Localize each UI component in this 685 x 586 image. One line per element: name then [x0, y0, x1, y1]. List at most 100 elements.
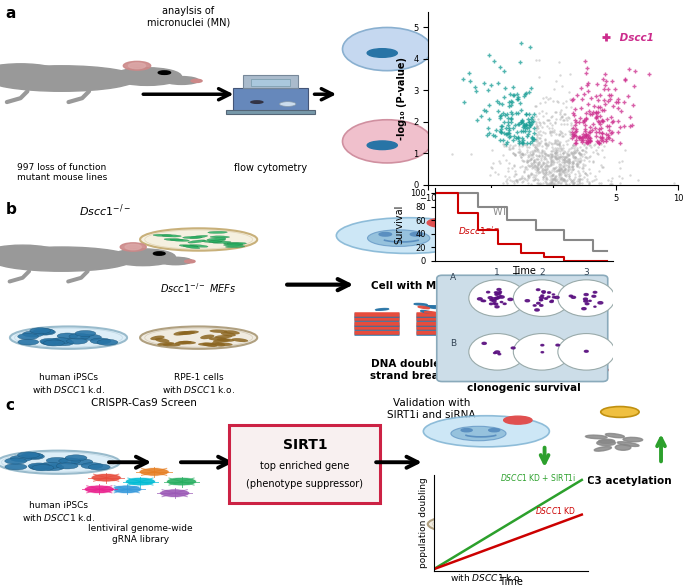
Point: [584, 156, 595, 165]
Point: [529, 157, 540, 166]
Point: [530, 134, 541, 144]
Point: [613, 116, 624, 125]
Text: A: A: [450, 273, 456, 282]
Point: [534, 179, 545, 188]
Point: [543, 140, 553, 149]
Circle shape: [601, 407, 639, 417]
Point: [553, 178, 564, 188]
Circle shape: [558, 333, 615, 370]
Point: [558, 165, 569, 175]
Point: [577, 137, 588, 146]
Point: [547, 172, 558, 181]
Point: [591, 108, 602, 118]
Ellipse shape: [173, 331, 188, 336]
Point: [558, 176, 569, 185]
Ellipse shape: [586, 435, 607, 439]
Point: [547, 96, 558, 105]
Point: [581, 169, 592, 179]
Point: [514, 138, 525, 147]
Circle shape: [513, 333, 571, 370]
Point: [554, 110, 565, 119]
Point: [546, 127, 557, 137]
Point: [532, 176, 543, 185]
Ellipse shape: [461, 517, 476, 522]
Point: [575, 156, 586, 166]
Point: [615, 163, 626, 173]
Point: [614, 138, 625, 148]
Point: [610, 98, 621, 107]
Ellipse shape: [14, 328, 123, 347]
Point: [547, 149, 558, 159]
Point: [532, 130, 543, 139]
Point: [533, 159, 544, 168]
Circle shape: [191, 79, 202, 83]
Point: [549, 125, 560, 135]
Ellipse shape: [113, 68, 182, 86]
Point: [531, 136, 542, 145]
Point: [563, 155, 574, 165]
Point: [548, 138, 559, 148]
Ellipse shape: [209, 239, 225, 243]
Ellipse shape: [497, 288, 501, 291]
Point: [499, 172, 510, 181]
Point: [540, 139, 551, 149]
Point: [562, 161, 573, 170]
Text: $\it{DSCC1}$ KD + SIRT1i: $\it{DSCC1}$ KD + SIRT1i: [500, 472, 576, 483]
Point: [531, 125, 542, 135]
Point: [517, 149, 528, 159]
Point: [533, 158, 544, 167]
Point: [543, 169, 553, 178]
Point: [568, 178, 579, 188]
Circle shape: [66, 338, 88, 344]
Point: [508, 144, 519, 153]
Point: [506, 108, 516, 117]
Point: [559, 164, 570, 173]
Point: [555, 127, 566, 136]
Point: [624, 112, 635, 121]
Point: [543, 167, 554, 176]
Point: [523, 152, 534, 161]
Point: [525, 171, 536, 180]
Point: [563, 126, 574, 135]
Point: [504, 141, 515, 150]
Point: [616, 173, 627, 183]
FancyBboxPatch shape: [229, 425, 380, 503]
Ellipse shape: [495, 292, 497, 293]
Point: [534, 120, 545, 130]
Point: [572, 145, 583, 155]
Ellipse shape: [0, 64, 62, 83]
Point: [591, 127, 602, 137]
Ellipse shape: [164, 239, 184, 241]
Point: [556, 175, 566, 184]
Point: [595, 123, 606, 132]
Point: [536, 154, 547, 163]
Point: [596, 134, 607, 143]
Ellipse shape: [585, 303, 589, 305]
Point: [515, 118, 526, 127]
Point: [512, 128, 523, 137]
Point: [590, 113, 601, 122]
Point: [532, 160, 543, 169]
Point: [530, 146, 540, 155]
Point: [569, 127, 580, 137]
Ellipse shape: [427, 513, 545, 535]
Point: [547, 163, 558, 173]
Ellipse shape: [555, 297, 559, 298]
Point: [545, 93, 556, 103]
Point: [536, 165, 547, 175]
Point: [530, 129, 541, 138]
Ellipse shape: [200, 335, 214, 339]
Point: [523, 160, 534, 169]
Point: [553, 98, 564, 107]
Circle shape: [427, 218, 459, 227]
Point: [508, 171, 519, 180]
Point: [563, 161, 574, 171]
Point: [614, 179, 625, 188]
Point: [562, 154, 573, 163]
Point: [578, 140, 589, 149]
Point: [555, 167, 566, 176]
Point: [523, 152, 534, 162]
Point: [549, 136, 560, 145]
Point: [503, 125, 514, 135]
Point: [539, 165, 550, 174]
